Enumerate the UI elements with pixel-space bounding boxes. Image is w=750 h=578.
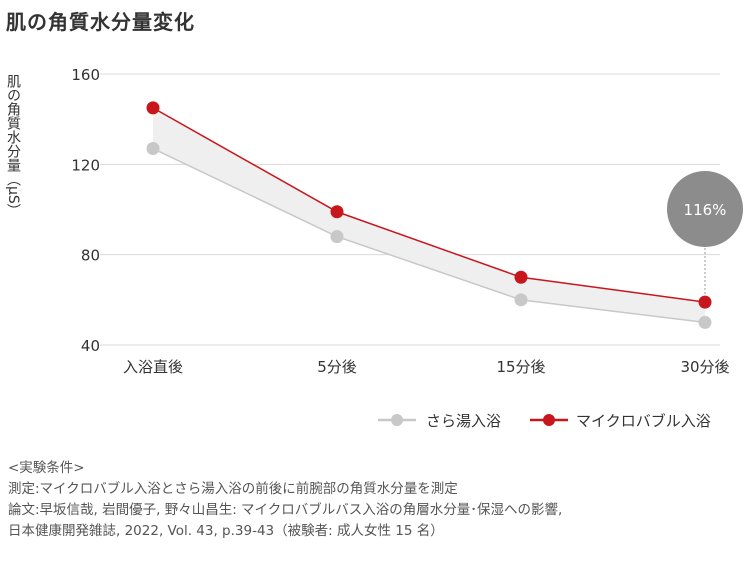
data-point-microbubble <box>146 101 160 115</box>
difference-band <box>153 107 705 323</box>
series-line-microbubble <box>152 107 706 303</box>
notes-heading: <実験条件> <box>8 460 85 476</box>
annotation-label: 116% <box>684 201 727 219</box>
line-chart: 160 120 80 40 入浴直後 5分後 15分後 30分後 116% さら湯入浴 マイクロバブ… <box>71 66 743 430</box>
annotation-bubble <box>667 171 743 247</box>
notes-paper: 論文:早坂信哉, 岩間優子, 野々山昌生: マイクロバブルバス入浴の角層水分量･… <box>8 502 563 518</box>
legend-item-sarayu-marker <box>391 414 403 426</box>
data-point-sarayu <box>330 230 344 244</box>
data-point-microbubble <box>330 205 344 219</box>
y-axis-label: 肌の角質水分量（μS） <box>5 74 21 218</box>
data-point-sarayu <box>698 315 712 329</box>
data-point-sarayu <box>146 142 160 156</box>
y-tick-label: 40 <box>81 337 100 355</box>
y-tick-label: 120 <box>71 156 100 174</box>
legend-item-microbubble-marker <box>543 414 555 426</box>
data-point-microbubble <box>698 295 712 309</box>
x-tick-label: 15分後 <box>496 358 545 376</box>
chart-title: 肌の角質水分量変化 <box>6 10 195 34</box>
data-point-sarayu <box>514 293 528 307</box>
notes-measurement: 測定:マイクロバブル入浴とさら湯入浴の前後に前腕部の角質水分量を測定 <box>8 481 458 497</box>
series-line-sarayu <box>152 147 706 324</box>
data-point-microbubble <box>514 270 528 284</box>
legend-item-microbubble-label: マイクロバブル入浴 <box>576 412 711 430</box>
x-tick-label: 30分後 <box>680 358 729 376</box>
experiment-notes: <実験条件> 測定:マイクロバブル入浴とさら湯入浴の前後に前腕部の角質水分量を測… <box>8 458 562 542</box>
y-tick-label: 80 <box>81 247 100 265</box>
x-tick-label: 入浴直後 <box>123 358 183 376</box>
legend-item-sarayu-label: さら湯入浴 <box>426 412 501 430</box>
x-tick-label: 5分後 <box>317 358 357 376</box>
notes-journal: 日本健康開発雑誌, 2022, Vol. 43, p.39-43（被験者: 成人… <box>8 523 444 539</box>
y-tick-label: 160 <box>71 66 100 84</box>
